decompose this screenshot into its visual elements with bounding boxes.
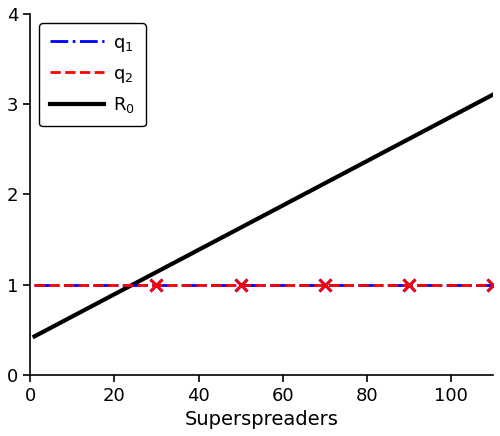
q$_1$ — [460, 282, 466, 287]
q$_2$ — [254, 282, 260, 287]
q$_2$ — [32, 282, 38, 287]
q$_1$ — [242, 282, 248, 287]
q$_1$ — [32, 282, 38, 287]
R$_0$ — [254, 216, 260, 221]
q$_2$ — [166, 282, 172, 287]
q$_1$ — [356, 282, 362, 287]
R$_0$ — [32, 334, 38, 339]
X-axis label: Superspreaders: Superspreaders — [184, 410, 338, 429]
q$_1$ — [490, 282, 496, 287]
R$_0$ — [490, 92, 496, 97]
q$_1$ — [478, 282, 484, 287]
q$_2$ — [460, 282, 466, 287]
Line: R$_0$: R$_0$ — [34, 95, 493, 337]
q$_1$ — [166, 282, 172, 287]
R$_0$ — [242, 223, 248, 228]
Legend: q$_1$, q$_2$, R$_0$: q$_1$, q$_2$, R$_0$ — [40, 23, 146, 126]
R$_0$ — [460, 108, 466, 113]
R$_0$ — [478, 99, 484, 104]
q$_2$ — [242, 282, 248, 287]
R$_0$ — [166, 263, 172, 268]
R$_0$ — [356, 163, 362, 168]
q$_2$ — [356, 282, 362, 287]
q$_2$ — [478, 282, 484, 287]
q$_2$ — [490, 282, 496, 287]
q$_1$ — [254, 282, 260, 287]
